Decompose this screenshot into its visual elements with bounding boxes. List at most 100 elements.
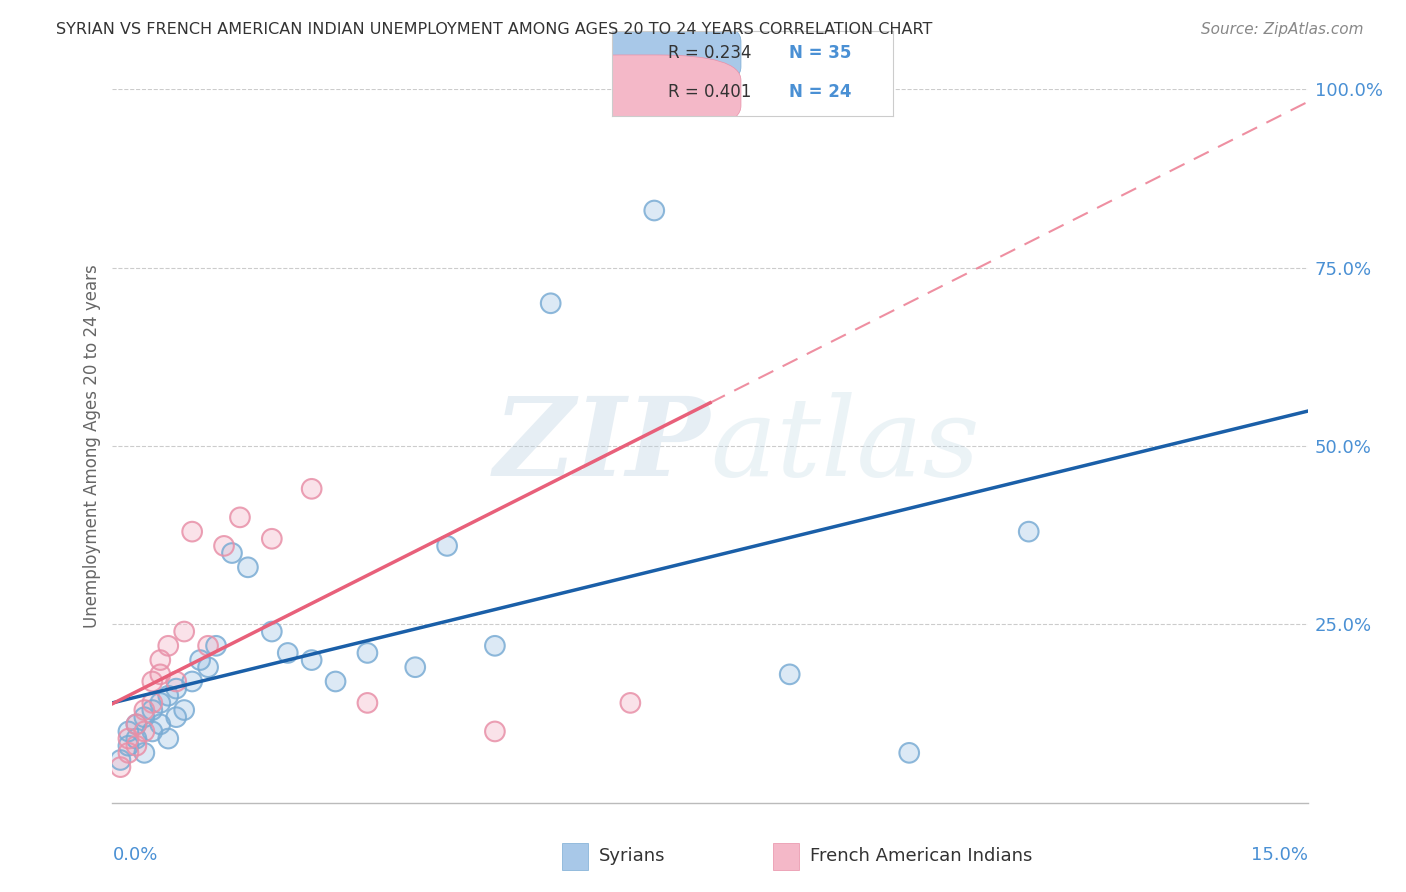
- Point: [134, 724, 156, 739]
- Point: [134, 724, 156, 739]
- Point: [134, 710, 156, 724]
- Point: [181, 674, 204, 689]
- Point: [141, 674, 163, 689]
- Point: [779, 667, 801, 681]
- Point: [134, 703, 156, 717]
- Point: [117, 746, 139, 760]
- Point: [188, 653, 211, 667]
- Point: [181, 674, 204, 689]
- Point: [125, 739, 148, 753]
- Point: [149, 696, 172, 710]
- Point: [165, 674, 187, 689]
- Point: [898, 746, 921, 760]
- Point: [125, 717, 148, 731]
- Point: [356, 646, 378, 660]
- Point: [236, 560, 259, 574]
- Point: [165, 710, 187, 724]
- Point: [165, 674, 187, 689]
- Point: [157, 689, 180, 703]
- Point: [157, 639, 180, 653]
- Point: [125, 739, 148, 753]
- Point: [277, 646, 299, 660]
- Point: [1018, 524, 1040, 539]
- Point: [212, 539, 235, 553]
- Point: [260, 624, 283, 639]
- Point: [173, 703, 195, 717]
- FancyBboxPatch shape: [536, 55, 741, 131]
- Point: [125, 731, 148, 746]
- Point: [779, 667, 801, 681]
- Text: N = 24: N = 24: [789, 83, 851, 101]
- Point: [117, 731, 139, 746]
- Point: [197, 639, 219, 653]
- Point: [898, 746, 921, 760]
- Point: [141, 724, 163, 739]
- Point: [301, 653, 323, 667]
- Point: [149, 667, 172, 681]
- Point: [301, 482, 323, 496]
- Point: [643, 203, 665, 218]
- Point: [197, 660, 219, 674]
- Point: [325, 674, 347, 689]
- Point: [301, 653, 323, 667]
- Text: R = 0.234: R = 0.234: [668, 45, 751, 62]
- Point: [157, 639, 180, 653]
- Point: [134, 703, 156, 717]
- Point: [125, 731, 148, 746]
- Point: [117, 746, 139, 760]
- Point: [484, 639, 506, 653]
- Point: [110, 753, 132, 767]
- Point: [117, 724, 139, 739]
- Point: [173, 624, 195, 639]
- Point: [165, 681, 187, 696]
- Point: [149, 696, 172, 710]
- Point: [236, 560, 259, 574]
- Point: [134, 710, 156, 724]
- Point: [141, 696, 163, 710]
- Point: [149, 653, 172, 667]
- Point: [110, 753, 132, 767]
- Point: [173, 703, 195, 717]
- Point: [229, 510, 252, 524]
- Text: French American Indians: French American Indians: [810, 847, 1032, 865]
- Point: [141, 724, 163, 739]
- Point: [484, 724, 506, 739]
- Point: [141, 703, 163, 717]
- Point: [110, 760, 132, 774]
- Text: Source: ZipAtlas.com: Source: ZipAtlas.com: [1201, 22, 1364, 37]
- Point: [356, 696, 378, 710]
- Text: 15.0%: 15.0%: [1250, 846, 1308, 863]
- Point: [117, 731, 139, 746]
- Point: [619, 696, 641, 710]
- Text: R = 0.401: R = 0.401: [668, 83, 751, 101]
- Point: [436, 539, 458, 553]
- Point: [260, 624, 283, 639]
- Point: [540, 296, 562, 310]
- Point: [157, 689, 180, 703]
- FancyBboxPatch shape: [536, 16, 741, 92]
- Point: [205, 639, 228, 653]
- Text: SYRIAN VS FRENCH AMERICAN INDIAN UNEMPLOYMENT AMONG AGES 20 TO 24 YEARS CORRELAT: SYRIAN VS FRENCH AMERICAN INDIAN UNEMPLO…: [56, 22, 932, 37]
- Point: [149, 717, 172, 731]
- Point: [117, 739, 139, 753]
- Point: [277, 646, 299, 660]
- Point: [404, 660, 426, 674]
- Point: [141, 674, 163, 689]
- Point: [356, 696, 378, 710]
- Point: [260, 532, 283, 546]
- Y-axis label: Unemployment Among Ages 20 to 24 years: Unemployment Among Ages 20 to 24 years: [83, 264, 101, 628]
- Point: [197, 660, 219, 674]
- Point: [173, 624, 195, 639]
- Point: [1018, 524, 1040, 539]
- Point: [141, 696, 163, 710]
- Point: [134, 746, 156, 760]
- Point: [165, 681, 187, 696]
- Point: [699, 96, 721, 111]
- Point: [141, 703, 163, 717]
- Point: [110, 760, 132, 774]
- Point: [229, 510, 252, 524]
- Point: [125, 717, 148, 731]
- Point: [188, 653, 211, 667]
- Point: [436, 539, 458, 553]
- Text: N = 35: N = 35: [789, 45, 851, 62]
